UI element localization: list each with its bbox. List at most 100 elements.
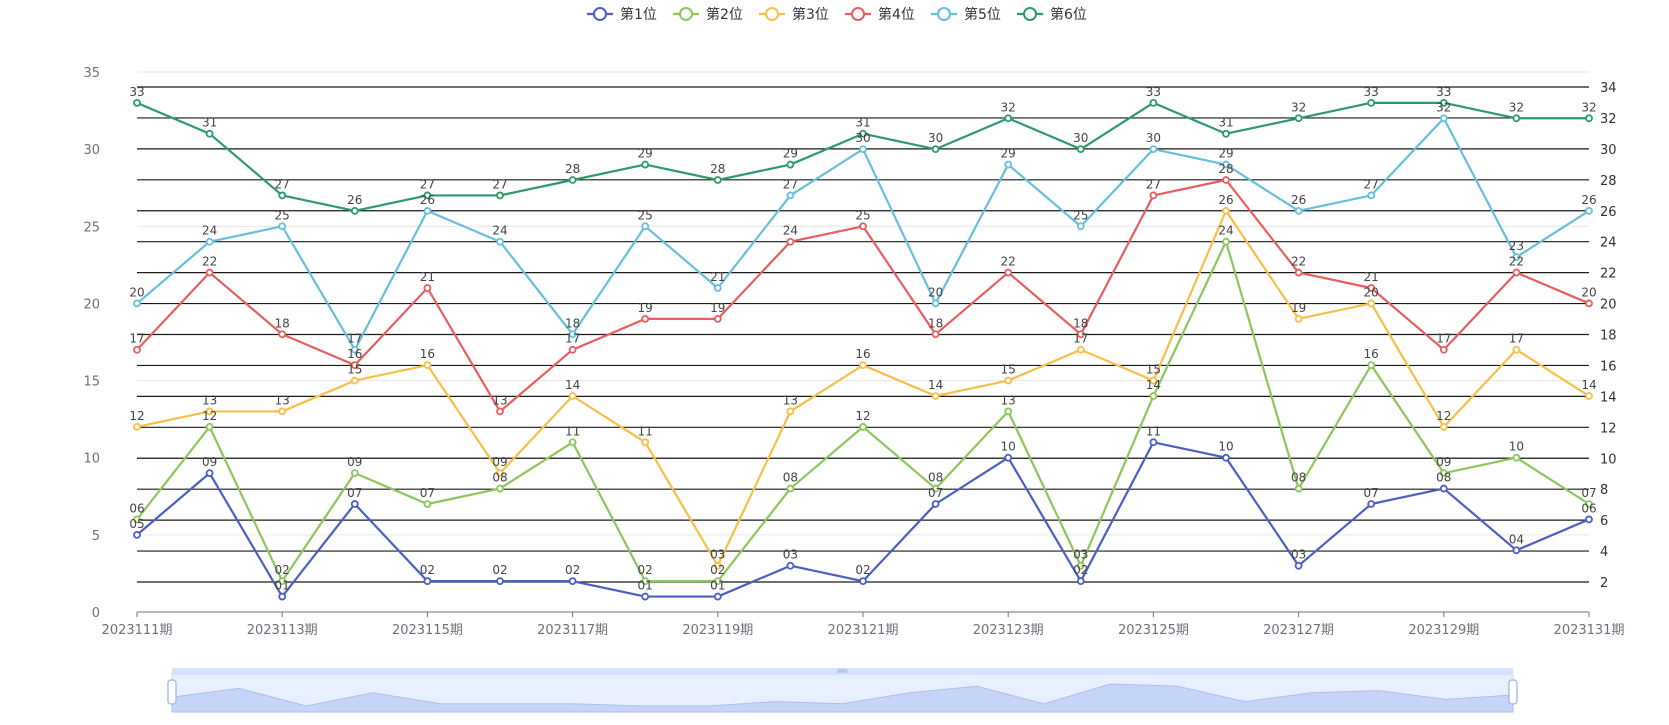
data-label: 29 — [783, 147, 798, 161]
data-point — [1004, 160, 1013, 169]
data-label: 30 — [1146, 131, 1161, 145]
data-point — [1367, 361, 1376, 370]
data-label: 03 — [783, 548, 798, 562]
data-point — [1076, 577, 1085, 586]
data-point — [568, 330, 577, 339]
data-label: 17 — [1073, 332, 1088, 346]
legend-item-1[interactable]: 第1位 — [587, 6, 657, 23]
legend-circle-icon — [765, 7, 779, 21]
data-label: 02 — [1073, 563, 1088, 577]
y-left-tick-label: 5 — [92, 529, 100, 544]
data-label: 07 — [1581, 486, 1596, 500]
data-point — [205, 237, 214, 246]
legend-item-3[interactable]: 第3位 — [759, 6, 829, 23]
data-label: 33 — [1364, 85, 1379, 99]
data-point — [496, 237, 504, 246]
data-point — [568, 345, 577, 354]
y-right-tick-label: 2 — [1600, 576, 1608, 591]
data-label: 06 — [1581, 501, 1596, 515]
data-point — [133, 422, 141, 431]
zoom-handle-left[interactable] — [167, 679, 177, 705]
data-label: 27 — [492, 177, 507, 191]
data-label: 31 — [1218, 116, 1233, 130]
data-point — [350, 206, 359, 215]
data-point — [1512, 453, 1521, 462]
data-point — [423, 284, 432, 292]
data-label: 03 — [1073, 548, 1088, 562]
data-point — [1222, 160, 1230, 169]
data-point — [568, 577, 577, 586]
data-label: 27 — [1146, 177, 1161, 191]
data-label: 27 — [783, 177, 798, 191]
data-point — [1222, 176, 1230, 184]
data-label: 25 — [275, 208, 290, 222]
data-label: 12 — [1436, 409, 1451, 423]
data-point — [133, 299, 141, 308]
data-point — [278, 407, 287, 416]
data-label: 10 — [1001, 440, 1016, 454]
data-point — [1439, 484, 1448, 493]
data-point — [1512, 345, 1521, 354]
data-label: 31 — [855, 116, 870, 130]
legend-label: 第3位 — [792, 6, 829, 23]
data-point — [1512, 268, 1521, 277]
y-left-tick-label: 15 — [83, 375, 100, 390]
data-label: 24 — [202, 224, 217, 238]
data-point — [1367, 299, 1376, 308]
data-label: 03 — [1291, 548, 1306, 562]
data-label: 27 — [1364, 177, 1379, 191]
y-right-tick-label: 8 — [1600, 483, 1608, 498]
data-label: 32 — [1436, 100, 1451, 114]
data-label: 02 — [638, 563, 653, 577]
data-point — [931, 484, 940, 493]
data-label: 07 — [347, 486, 362, 500]
data-point — [641, 160, 650, 169]
data-label: 13 — [275, 393, 290, 407]
data-label: 16 — [1364, 347, 1379, 361]
data-label: 13 — [492, 393, 507, 407]
data-point — [931, 392, 940, 400]
data-label: 31 — [202, 116, 217, 130]
data-point — [1585, 114, 1593, 123]
data-label: 29 — [1001, 147, 1016, 161]
data-label: 19 — [1291, 301, 1306, 315]
data-label: 19 — [638, 301, 653, 315]
data-point — [205, 407, 214, 416]
data-point — [859, 129, 867, 138]
data-point — [713, 592, 722, 601]
y-right-tick-label: 28 — [1600, 174, 1617, 189]
y-right-tick-label: 10 — [1600, 452, 1617, 467]
legend-item-4[interactable]: 第4位 — [845, 6, 915, 23]
legend-item-5[interactable]: 第5位 — [931, 6, 1001, 23]
data-point — [859, 361, 867, 370]
data-label: 02 — [492, 563, 507, 577]
data-label: 08 — [1291, 471, 1306, 485]
x-tick-label: 2023125期 — [1118, 623, 1189, 638]
y-right-tick-label: 32 — [1600, 112, 1617, 127]
y-right-tick-label: 22 — [1600, 267, 1617, 282]
y-right-tick-label: 30 — [1600, 143, 1617, 158]
data-point — [278, 592, 287, 601]
data-point — [1149, 191, 1158, 200]
data-point — [1076, 145, 1085, 154]
data-label: 25 — [855, 208, 870, 222]
data-label: 15 — [1001, 363, 1016, 377]
data-point — [496, 484, 504, 493]
data-point — [350, 376, 359, 385]
legend-label: 第2位 — [706, 6, 743, 23]
legend[interactable]: 第1位 第2位 第3位 第4位 第5位 第6位 — [587, 6, 1087, 23]
data-point — [205, 422, 214, 431]
legend-item-2[interactable]: 第2位 — [673, 6, 743, 23]
data-label: 12 — [129, 409, 144, 423]
x-tick-label: 2023123期 — [973, 623, 1044, 638]
data-point — [1004, 376, 1013, 385]
legend-item-6[interactable]: 第6位 — [1017, 6, 1087, 23]
data-zoom-slider[interactable] — [167, 668, 1518, 713]
zoom-handle-right[interactable] — [1508, 679, 1518, 705]
data-point — [1004, 407, 1013, 416]
data-label: 09 — [202, 455, 217, 469]
data-point — [205, 129, 214, 138]
data-label: 14 — [1146, 378, 1161, 392]
data-point — [423, 577, 432, 586]
